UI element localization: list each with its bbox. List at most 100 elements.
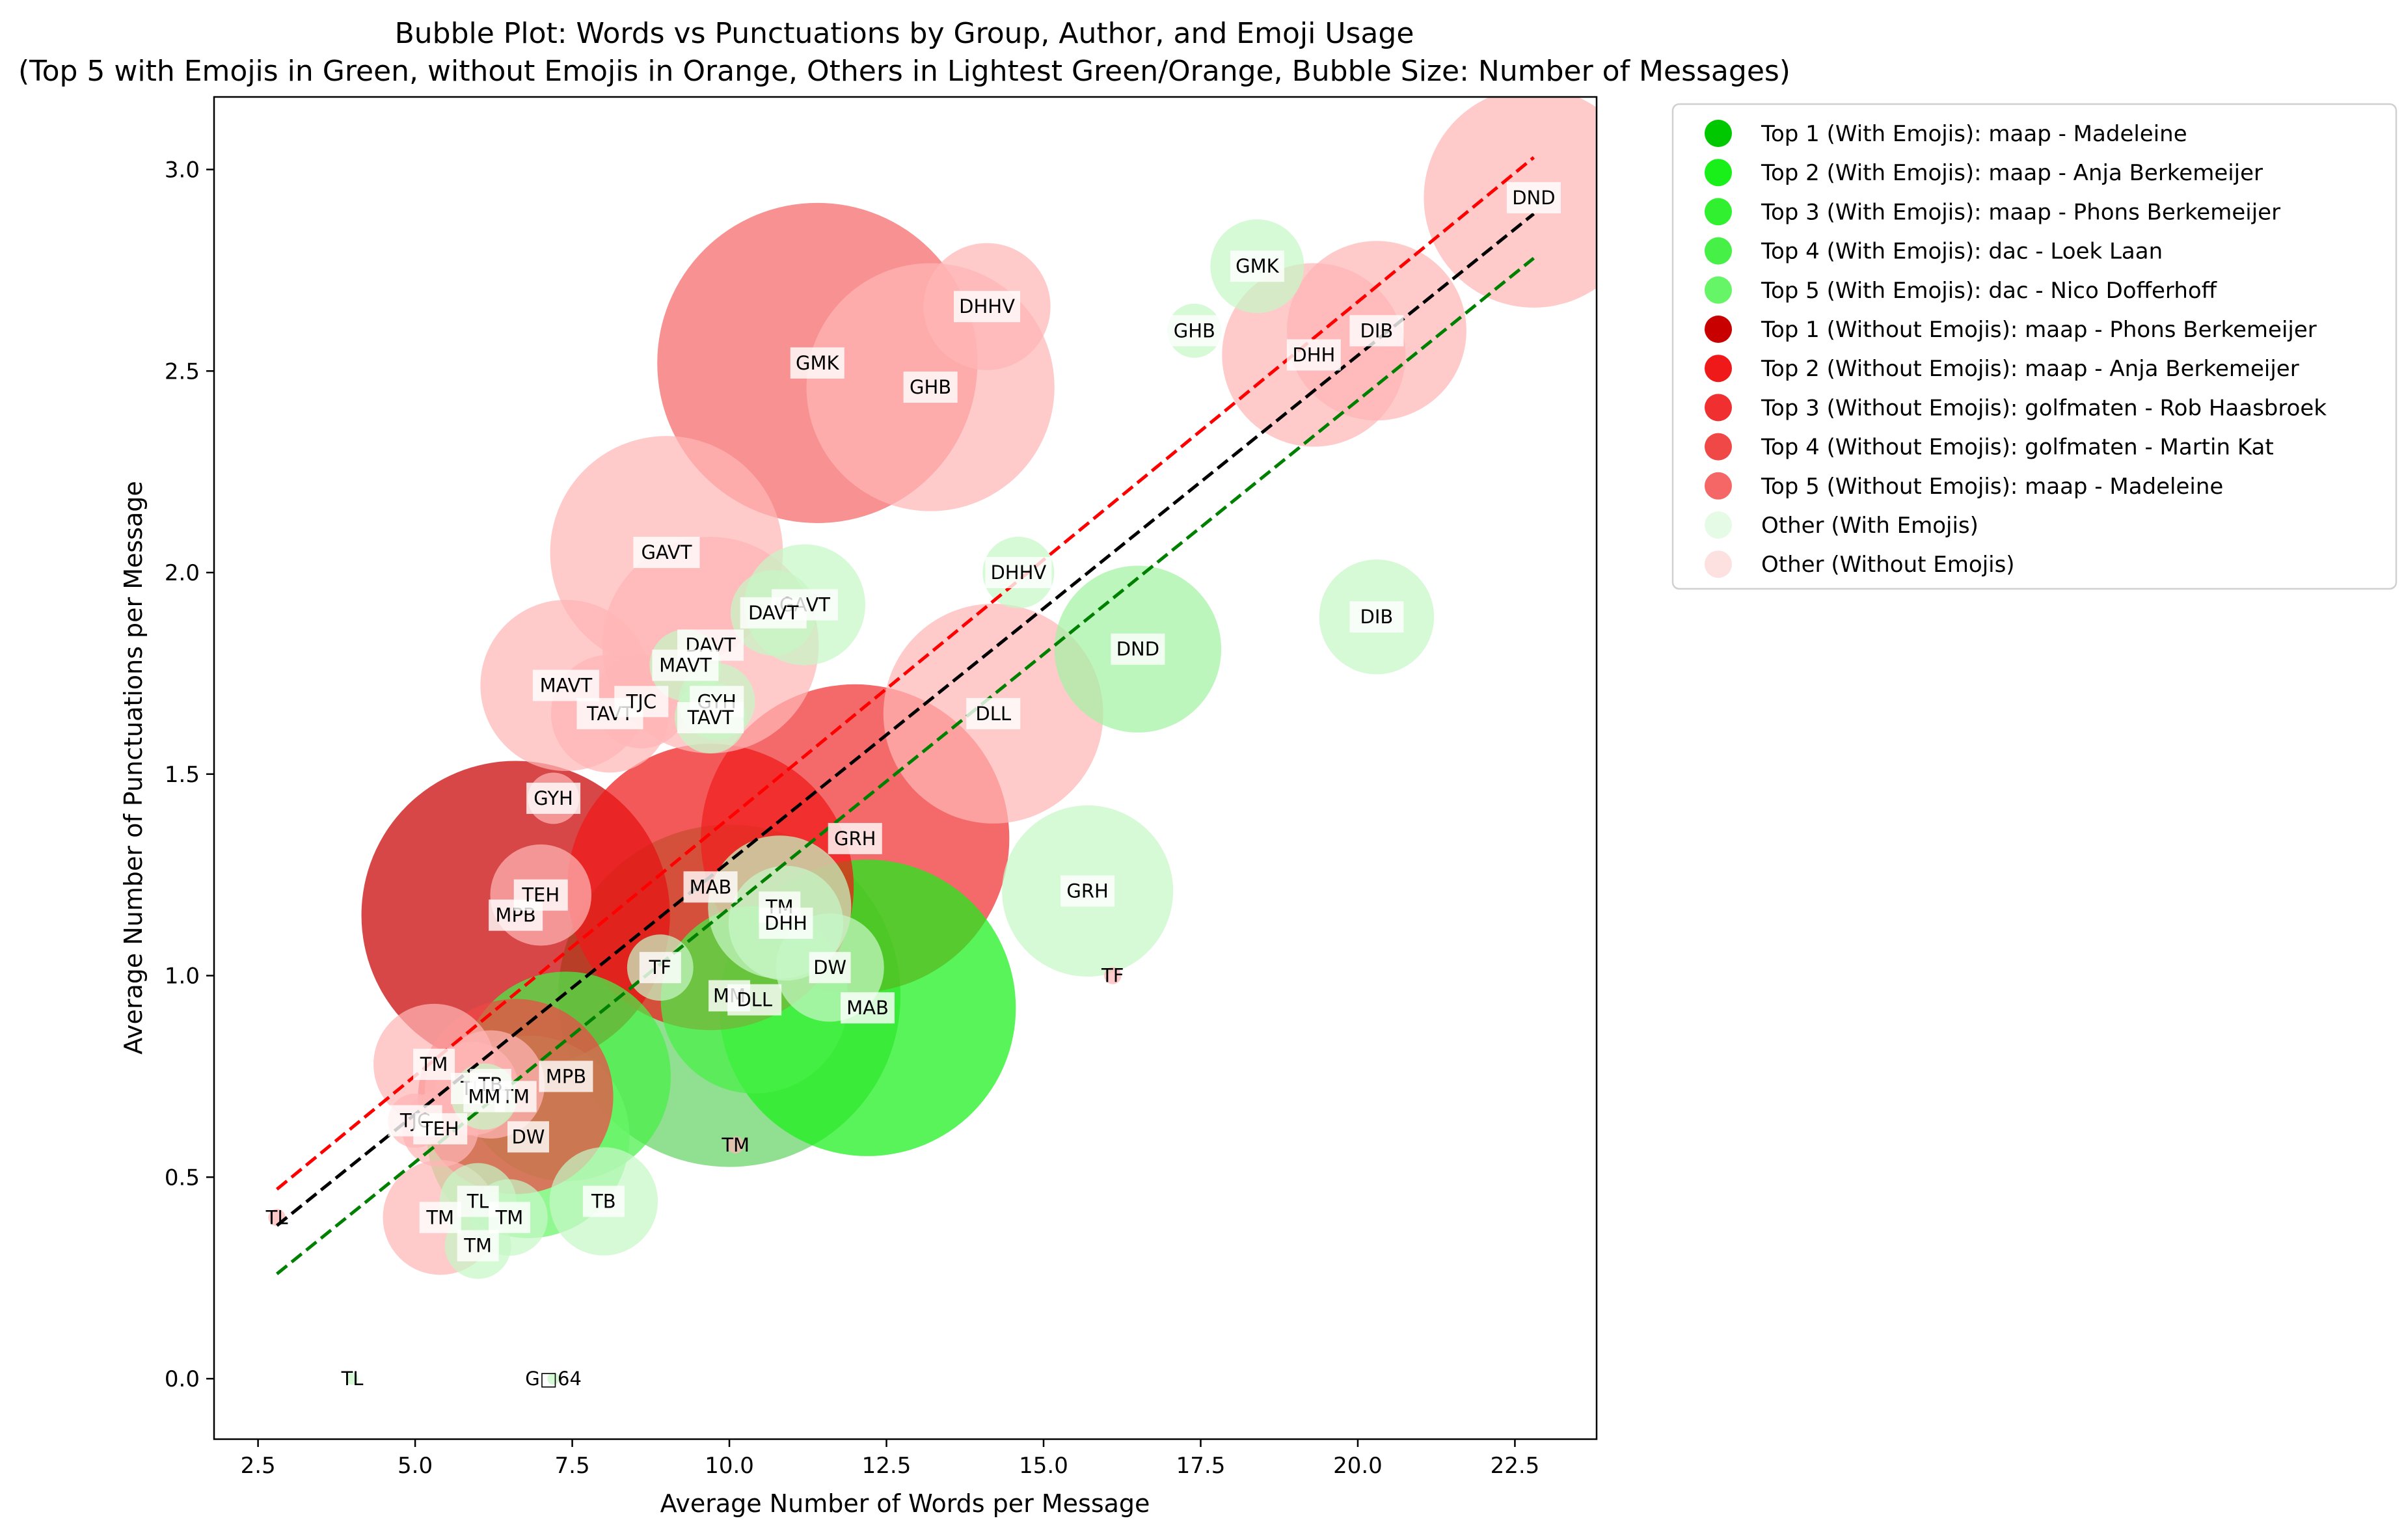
legend-marker — [1705, 472, 1732, 500]
y-tick-label: 0.5 — [165, 1165, 200, 1191]
bubble-label: DLL — [736, 989, 772, 1011]
bubble-label: TEH — [421, 1118, 459, 1140]
bubble-label-box — [740, 597, 807, 628]
bubble-label: DND — [1512, 187, 1555, 209]
legend-marker — [1705, 276, 1732, 304]
y-axis-ticks: 0.0 0.5 1.0 1.5 2.0 2.5 3.0 — [165, 157, 214, 1392]
y-tick-label: 2.0 — [165, 560, 200, 586]
bubble-label: DW — [813, 956, 846, 979]
bubble-label-box — [1506, 182, 1561, 213]
legend-marker — [1705, 511, 1732, 539]
legend-label: Top 1 (With Emojis): maap - Madeleine — [1761, 121, 2187, 147]
chart-subtitle: (Top 5 with Emojis in Green, without Emo… — [18, 55, 1790, 88]
legend-label: Top 4 (With Emojis): dac - Loek Laan — [1761, 239, 2163, 265]
bubble-label: TAVT — [687, 707, 734, 729]
bubble-label-box — [985, 557, 1052, 589]
legend-marker — [1705, 198, 1732, 226]
bubble-label-box — [652, 649, 719, 681]
bubble-label: TM — [463, 1235, 492, 1257]
legend-label: Top 4 (Without Emojis): golfmaten - Mart… — [1761, 435, 2274, 461]
legend-marker — [1705, 355, 1732, 383]
bubble-label: GMK — [1236, 255, 1279, 277]
bubble — [727, 1136, 744, 1154]
bubble-label: GMK — [796, 352, 839, 374]
bubble-label: GHB — [1174, 319, 1215, 342]
bubble-label: TB — [591, 1190, 616, 1212]
bubble-label: MAB — [690, 876, 732, 898]
bubble-label-box — [413, 1113, 468, 1144]
legend-label: Top 1 (Without Emojis): maap - Phons Ber… — [1761, 317, 2317, 343]
bubble-label-box — [488, 1202, 530, 1234]
bubble-label: MAB — [846, 997, 889, 1019]
bubble-label-box — [513, 879, 568, 911]
legend-label: Top 2 (With Emojis): maap - Anja Berkeme… — [1761, 160, 2263, 186]
x-tick-label: 12.5 — [862, 1453, 912, 1479]
bubble-label-box — [526, 782, 581, 814]
legend-label: Top 3 (Without Emojis): golfmaten - Rob … — [1761, 395, 2327, 421]
bubble-label: GHB — [910, 376, 951, 398]
y-tick-label: 0.0 — [165, 1366, 200, 1392]
bubble-label: TM — [721, 1134, 750, 1156]
bubble-label: TJC — [626, 690, 657, 712]
trend-line — [276, 155, 1535, 1191]
bubble-label-box — [1349, 315, 1404, 347]
bubble-label: TL — [341, 1368, 364, 1390]
legend-marker — [1705, 120, 1732, 147]
legend-label: Top 5 (With Emojis): dac - Nico Dofferho… — [1761, 278, 2218, 304]
bubble-label-box — [1060, 875, 1115, 907]
bubble-label: TM — [495, 1206, 524, 1228]
bubble-label: GRH — [834, 828, 876, 850]
plot-frame — [213, 96, 1598, 1440]
bubble-label: DHHV — [990, 561, 1046, 584]
legend-marker — [1705, 159, 1732, 187]
bubble-label: DIB — [1360, 606, 1394, 628]
x-tick-label: 7.5 — [555, 1453, 590, 1479]
bubble-label-box — [683, 871, 738, 903]
bubble-label-box — [413, 1048, 455, 1080]
bubble-label-box — [582, 1185, 625, 1217]
legend-marker — [1705, 550, 1732, 578]
legend-label: Top 3 (With Emojis): maap - Phons Berkem… — [1761, 199, 2280, 225]
bubble-label: MAVT — [659, 655, 712, 677]
x-tick-label: 15.0 — [1019, 1453, 1068, 1479]
trend-line — [276, 212, 1535, 1227]
bubble-label-box — [639, 952, 681, 984]
bubble-label: MPB — [546, 1065, 586, 1087]
chart-title: Bubble Plot: Words vs Punctuations by Gr… — [395, 17, 1414, 50]
bubble-label: MAVT — [540, 674, 593, 696]
bubble-label-box — [966, 697, 1021, 729]
legend-marker — [1705, 237, 1732, 265]
bubble-label-box — [419, 1202, 461, 1234]
plot-area: DND DIB DHH DHHV GMK GHB GAVT DAVT MAVT TAVT TJC DL… — [213, 96, 1598, 1440]
bubble-label-box — [677, 702, 744, 734]
legend-marker — [1705, 394, 1732, 422]
bubble-label: G□64 — [525, 1368, 582, 1390]
bubble-label-box — [727, 984, 782, 1016]
x-axis-ticks: 2.5 5.0 7.5 10.0 12.5 15.0 17.5 20.0 22.5 — [241, 1439, 1539, 1479]
bubble-label-box — [539, 1060, 593, 1092]
bubble — [346, 1372, 358, 1385]
bubble-label: DLL — [975, 703, 1011, 725]
x-tick-label: 10.0 — [705, 1453, 754, 1479]
bubble — [547, 1372, 560, 1385]
bubble-label-box — [790, 347, 844, 379]
bubble-label: GAVT — [641, 541, 692, 563]
bubble-label: TL — [265, 1206, 288, 1228]
bubble-label: GRH — [1066, 880, 1108, 902]
y-tick-label: 1.5 — [165, 762, 200, 788]
bubble-label-box — [1349, 601, 1404, 633]
bubble-label-box — [828, 822, 882, 854]
bubble-label-box — [463, 1081, 506, 1113]
bubble-label: TM — [420, 1053, 448, 1075]
x-axis-label: Average Number of Words per Message — [660, 1489, 1150, 1518]
bubble-label-box — [903, 371, 958, 403]
legend-label: Top 2 (Without Emojis): maap - Anja Berk… — [1761, 356, 2299, 382]
bubble-label-box — [1167, 315, 1222, 347]
bubble-label-layer: DND DIB DHH DHHV GMK GHB GAVT DAVT MAVT TAVT TJC DL… — [265, 182, 1561, 1390]
bubble-label: DIB — [1360, 319, 1394, 342]
bubble-label-box — [614, 686, 669, 718]
bubble-label: TF — [1101, 965, 1124, 987]
bubble-label: DAVT — [748, 602, 799, 624]
bubble-label: MM — [468, 1085, 500, 1107]
bubble-label-box — [633, 537, 700, 569]
